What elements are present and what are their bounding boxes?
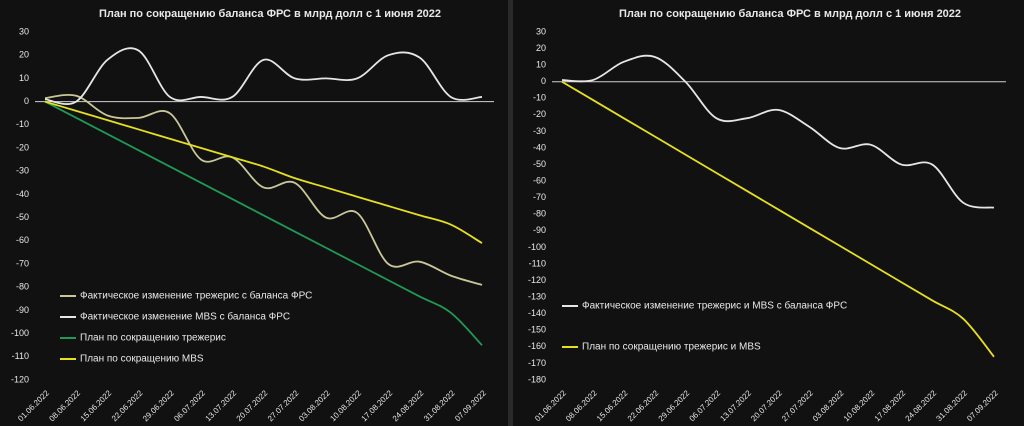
y-tick-label: -60: [533, 176, 546, 186]
panel: [0, 0, 508, 426]
panel: [513, 0, 1024, 426]
y-tick-label: -120: [11, 374, 29, 384]
y-tick-label: -130: [528, 292, 546, 302]
y-tick-label: -100: [528, 242, 546, 252]
y-tick-label: -110: [529, 258, 546, 268]
legend-label: Фактическое изменение трежерис с баланса…: [80, 290, 312, 302]
legend-label: План по сокращению трежерис: [80, 333, 226, 344]
y-tick-label: -70: [533, 192, 546, 202]
y-tick-label: -20: [16, 142, 29, 152]
y-tick-label: -80: [533, 209, 546, 219]
y-tick-label: -30: [533, 126, 546, 136]
y-tick-label: 0: [541, 76, 546, 86]
y-tick-label: -70: [16, 258, 29, 268]
legend-label: Фактическое изменение MBS с баланса ФРС: [80, 311, 290, 323]
y-tick-label: -180: [528, 374, 546, 384]
legend-label: План по сокращению MBS: [80, 354, 204, 365]
y-tick-label: -110: [12, 351, 29, 361]
y-tick-label: -160: [528, 341, 546, 351]
line: [44, 100, 483, 244]
chart-title: План по сокращению баланса ФРС в млрд до…: [619, 8, 961, 20]
y-tick-label: -90: [533, 225, 546, 235]
y-tick-label: -20: [533, 109, 546, 119]
y-tick-label: -10: [16, 119, 29, 129]
y-tick-label: -80: [16, 282, 29, 292]
line: [561, 80, 995, 358]
legend-label: План по сокращению трежерис и MBS: [582, 342, 761, 353]
y-tick-label: 0: [24, 96, 29, 106]
y-tick-label: -170: [528, 358, 546, 368]
line: [44, 47, 483, 105]
chart-title: План по сокращению баланса ФРС в млрд до…: [99, 8, 441, 20]
y-tick-label: -140: [528, 308, 546, 318]
y-tick-label: -50: [533, 159, 546, 169]
y-tick-label: 20: [19, 50, 29, 60]
y-tick-label: -40: [533, 142, 546, 152]
y-tick-label: -120: [528, 275, 546, 285]
y-tick-label: -30: [16, 166, 29, 176]
y-tick-label: -10: [533, 93, 546, 103]
line: [44, 100, 483, 346]
y-tick-label: -90: [16, 305, 29, 315]
y-tick-label: -100: [11, 328, 29, 338]
y-tick-label: 10: [19, 73, 29, 83]
y-tick-label: -60: [16, 235, 29, 245]
y-tick-label: 30: [19, 26, 29, 36]
y-tick-label: -40: [16, 189, 29, 199]
y-tick-label: 30: [536, 26, 546, 36]
line: [44, 93, 483, 286]
y-tick-label: 20: [536, 43, 546, 53]
y-tick-label: -50: [16, 212, 29, 222]
y-tick-label: 10: [536, 60, 546, 70]
y-tick-label: -150: [528, 325, 546, 335]
line: [561, 54, 995, 209]
legend-label: Фактическое изменение трежерис и MBS с б…: [582, 300, 847, 312]
